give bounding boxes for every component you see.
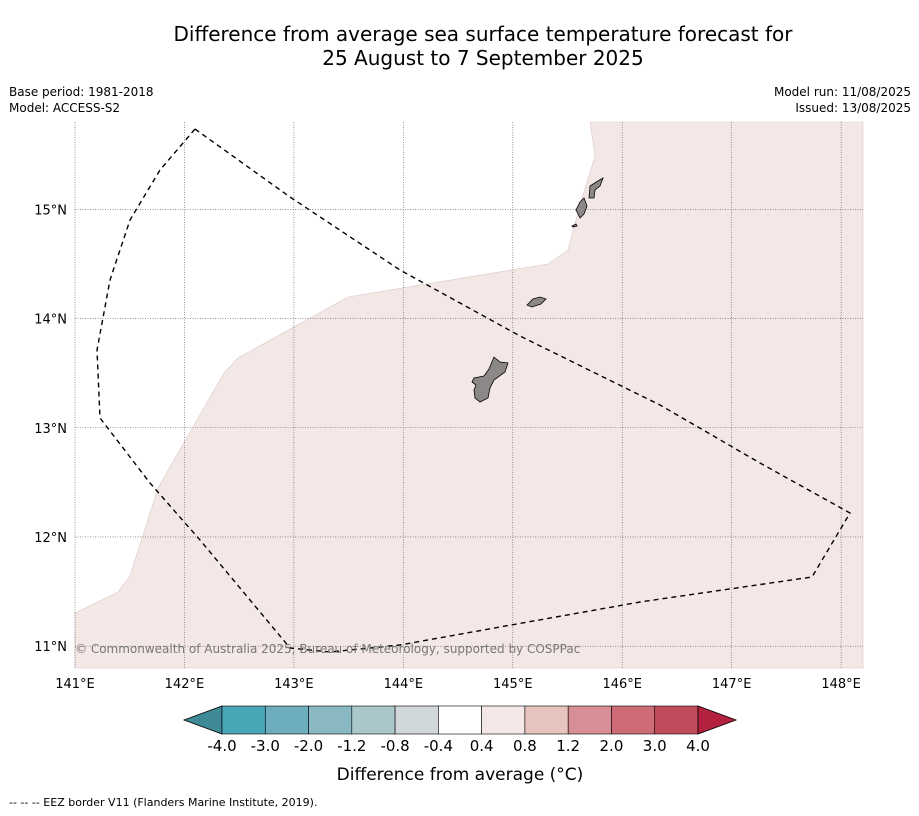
longitude-label: 143°E <box>274 677 314 692</box>
longitude-label: 142°E <box>165 677 205 692</box>
island-aguijan <box>571 223 578 228</box>
title-line-1: Difference from average sea surface temp… <box>173 22 793 46</box>
issued-date: Issued: 13/08/2025 <box>795 101 911 115</box>
anomaly-region <box>74 121 864 669</box>
colorbar-tick-label: -0.8 <box>380 737 409 755</box>
colorbar-segment <box>524 705 569 735</box>
longitude-label: 145°E <box>493 677 533 692</box>
colorbar-tick-label: -3.0 <box>251 737 280 755</box>
colorbar-segment <box>264 705 309 735</box>
colorbar-segment <box>481 705 526 735</box>
colorbar-tick-label: -4.0 <box>207 737 236 755</box>
latitude-label: 14°N <box>34 313 67 328</box>
longitude-label: 141°E <box>55 677 95 692</box>
colorbar-tick-label: -0.4 <box>424 737 453 755</box>
island-rota <box>526 296 547 308</box>
colorbar-over-arrow <box>697 705 738 735</box>
title-line-2: 25 August to 7 September 2025 <box>322 46 644 70</box>
latitude-labels: 11°N 12°N 13°N 14°N 15°N <box>34 203 67 655</box>
colorbar-label: Difference from average (°C) <box>337 765 584 785</box>
longitude-labels: 141°E 142°E 143°E 144°E 145°E 146°E 147°E 148°E <box>55 677 861 692</box>
colorbar-tick-label: 3.0 <box>643 737 667 755</box>
map-title: Difference from average sea surface temp… <box>0 22 919 70</box>
colorbar-tick-label: -2.0 <box>294 737 323 755</box>
eez-legend-note: -- -- -- EEZ border V11 (Flanders Marine… <box>9 796 318 809</box>
colorbar-segment <box>611 705 656 735</box>
meta-right: Model run: 11/08/2025 Issued: 13/08/2025 <box>774 84 911 116</box>
colorbar-segment <box>567 705 612 735</box>
colorbar-segment <box>221 705 266 735</box>
map-area: © Commonwealth of Australia 2025, Bureau… <box>74 121 864 669</box>
meta-left: Base period: 1981-2018 Model: ACCESS-S2 <box>9 84 154 116</box>
colorbar-tick-label: 4.0 <box>686 737 710 755</box>
model-name: Model: ACCESS-S2 <box>9 101 121 115</box>
latitude-label: 12°N <box>34 531 67 546</box>
colorbar-tick-label: 2.0 <box>600 737 624 755</box>
eez-border <box>96 128 851 653</box>
model-run: Model run: 11/08/2025 <box>773 85 911 99</box>
colorbar-tick-label: 0.4 <box>470 737 494 755</box>
latitude-label: 11°N <box>34 640 67 655</box>
longitude-label: 146°E <box>602 677 642 692</box>
latitude-label: 15°N <box>34 203 67 218</box>
colorbar-tick-labels: -4.0 -3.0 -2.0 -1.2 -0.8 -0.4 0.4 0.8 1.2 2.0 3.0 4… <box>207 737 710 755</box>
island-guam <box>471 356 509 403</box>
colorbar-tick-label: 1.2 <box>556 737 580 755</box>
colorbar-segment <box>654 705 699 735</box>
longitude-label: 148°E <box>821 677 861 692</box>
colorbar-tick-label: -1.2 <box>337 737 366 755</box>
colorbar-under-arrow <box>182 705 223 735</box>
longitude-label: 144°E <box>384 677 424 692</box>
base-period: Base period: 1981-2018 <box>9 85 154 99</box>
graticule <box>74 122 863 668</box>
longitude-label: 147°E <box>712 677 752 692</box>
island-tinian <box>575 197 588 219</box>
colorbar-segment <box>351 705 396 735</box>
land-masses <box>471 177 604 403</box>
colorbar-segment <box>394 705 439 735</box>
island-saipan <box>588 177 604 199</box>
colorbar-segment <box>438 705 482 735</box>
colorbar-segment <box>308 705 353 735</box>
colorbar-tick-label: 0.8 <box>513 737 537 755</box>
colorbar <box>182 705 738 735</box>
latitude-label: 13°N <box>34 422 67 437</box>
copyright-notice: © Commonwealth of Australia 2025, Bureau… <box>75 642 580 656</box>
